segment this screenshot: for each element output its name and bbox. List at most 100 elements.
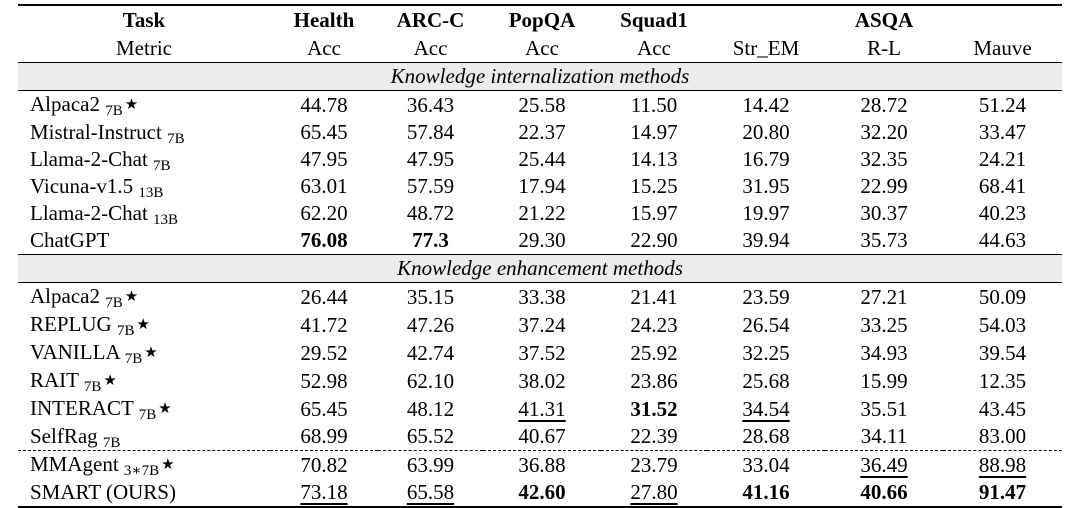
score-value: 26.54 bbox=[742, 312, 790, 337]
value-cell: 57.84 bbox=[378, 119, 483, 146]
value-cell: 44.63 bbox=[943, 227, 1062, 255]
score-value: 32.25 bbox=[742, 340, 790, 365]
score-value: 22.37 bbox=[518, 120, 566, 144]
score-value: 76.08 bbox=[300, 228, 348, 252]
score-value: 62.20 bbox=[300, 201, 348, 225]
score-value: 70.82 bbox=[300, 452, 348, 477]
value-cell: 91.47 bbox=[943, 479, 1062, 507]
star-icon: ★ bbox=[161, 457, 175, 473]
score-value: 38.02 bbox=[518, 368, 566, 393]
score-value: 88.98 bbox=[978, 452, 1027, 477]
value-cell: 15.97 bbox=[601, 200, 707, 227]
task-header-cell bbox=[943, 5, 1062, 34]
metric-header-cell: Acc bbox=[525, 36, 559, 60]
model-size: 7B bbox=[105, 295, 123, 311]
value-cell: 42.74 bbox=[378, 339, 483, 367]
model-name-cell: INTERACT 7B ★ bbox=[18, 395, 270, 423]
value-cell: 36.49 bbox=[825, 451, 943, 480]
value-cell: 23.79 bbox=[601, 451, 707, 480]
value-cell: 22.37 bbox=[483, 119, 601, 146]
task-header-cell: ARC-C bbox=[396, 8, 465, 32]
value-cell: 19.97 bbox=[707, 200, 825, 227]
score-value: 40.23 bbox=[978, 201, 1027, 225]
value-cell: 41.72 bbox=[270, 311, 378, 339]
score-value: 33.25 bbox=[860, 312, 908, 337]
score-value: 29.52 bbox=[300, 340, 348, 365]
value-cell: 76.08 bbox=[270, 227, 378, 255]
value-cell: 50.09 bbox=[943, 283, 1062, 312]
value-cell: 12.35 bbox=[943, 367, 1062, 395]
score-value: 33.04 bbox=[742, 452, 790, 477]
value-cell: 29.52 bbox=[270, 339, 378, 367]
score-value: 25.68 bbox=[742, 368, 790, 393]
score-value: 28.68 bbox=[742, 424, 790, 448]
score-value: 19.97 bbox=[742, 201, 790, 225]
value-cell: 36.43 bbox=[378, 91, 483, 120]
score-value: 34.11 bbox=[860, 424, 908, 448]
score-value: 36.49 bbox=[860, 452, 908, 477]
value-cell: 40.66 bbox=[825, 479, 943, 507]
model-name: Alpaca2 bbox=[30, 92, 100, 116]
metric-header-cell: Acc bbox=[413, 36, 448, 60]
model-name: REPLUG bbox=[30, 312, 112, 336]
score-value: 24.23 bbox=[630, 312, 678, 337]
model-name: VANILLA bbox=[30, 340, 120, 364]
value-cell: 43.45 bbox=[943, 395, 1062, 423]
task-header-cell: Squad1 bbox=[620, 8, 688, 32]
value-cell: 31.52 bbox=[601, 395, 707, 423]
score-value: 32.20 bbox=[860, 120, 908, 144]
value-cell: 38.02 bbox=[483, 367, 601, 395]
value-cell: 11.50 bbox=[601, 91, 707, 120]
value-cell: 21.22 bbox=[483, 200, 601, 227]
task-header-cell: Health bbox=[293, 8, 355, 32]
score-value: 27.21 bbox=[860, 284, 908, 309]
score-value: 63.99 bbox=[406, 452, 455, 477]
model-name-cell: MMAgent 3∗7B ★ bbox=[18, 451, 270, 480]
value-cell: 77.3 bbox=[378, 227, 483, 255]
score-value: 33.38 bbox=[518, 284, 566, 309]
score-value: 41.72 bbox=[300, 312, 348, 337]
value-cell: 29.30 bbox=[483, 227, 601, 255]
star-icon: ★ bbox=[158, 401, 172, 417]
task-header-row: Task Health ARC-C PopQA Squad1 ASQA bbox=[18, 5, 1062, 34]
score-value: 37.24 bbox=[518, 312, 566, 337]
score-value: 20.80 bbox=[742, 120, 790, 144]
model-name-cell: ChatGPT bbox=[18, 227, 270, 255]
score-value: 35.15 bbox=[406, 284, 455, 309]
score-value: 11.50 bbox=[630, 92, 678, 117]
model-size: 7B bbox=[153, 158, 171, 174]
model-name-cell: Alpaca2 7B ★ bbox=[18, 283, 270, 312]
results-table: Task Health ARC-C PopQA Squad1 ASQA Metr… bbox=[18, 4, 1062, 508]
value-cell: 63.01 bbox=[270, 173, 378, 200]
score-value: 27.80 bbox=[630, 480, 678, 504]
value-cell: 41.16 bbox=[707, 479, 825, 507]
value-cell: 54.03 bbox=[943, 311, 1062, 339]
metric-header-cell: Str_EM bbox=[732, 36, 800, 60]
model-name: SMART (OURS) bbox=[30, 480, 176, 504]
score-value: 30.37 bbox=[860, 201, 908, 225]
score-value: 17.94 bbox=[518, 174, 566, 198]
model-name: SelfRag bbox=[30, 424, 98, 448]
model-size: 7B bbox=[102, 435, 121, 451]
metric-header-row: Metric Acc Acc Acc Acc Str_EM R-L Mauve bbox=[18, 34, 1062, 63]
value-cell: 57.59 bbox=[378, 173, 483, 200]
model-name-cell: Llama-2-Chat 7B bbox=[18, 146, 270, 174]
value-cell: 25.58 bbox=[483, 91, 601, 120]
model-size: 7B bbox=[83, 379, 102, 395]
model-size: 13B bbox=[153, 212, 179, 228]
value-cell: 22.90 bbox=[601, 227, 707, 255]
value-cell: 65.45 bbox=[270, 119, 378, 146]
score-value: 39.94 bbox=[742, 228, 790, 252]
model-size: 7B bbox=[116, 323, 135, 339]
score-value: 57.59 bbox=[406, 174, 455, 198]
value-cell: 65.45 bbox=[270, 395, 378, 423]
model-name: Llama-2-Chat bbox=[30, 147, 148, 171]
star-icon: ★ bbox=[136, 317, 150, 333]
value-cell: 27.21 bbox=[825, 283, 943, 312]
table-row: INTERACT 7B ★ 65.45 48.12 41.31 31.52 34.54 35.… bbox=[18, 395, 1062, 423]
model-name-cell: Mistral-Instruct 7B bbox=[18, 119, 270, 147]
star-icon: ★ bbox=[124, 97, 139, 113]
score-value: 68.99 bbox=[300, 424, 348, 448]
score-value: 25.44 bbox=[518, 147, 566, 171]
value-cell: 40.23 bbox=[943, 200, 1062, 227]
